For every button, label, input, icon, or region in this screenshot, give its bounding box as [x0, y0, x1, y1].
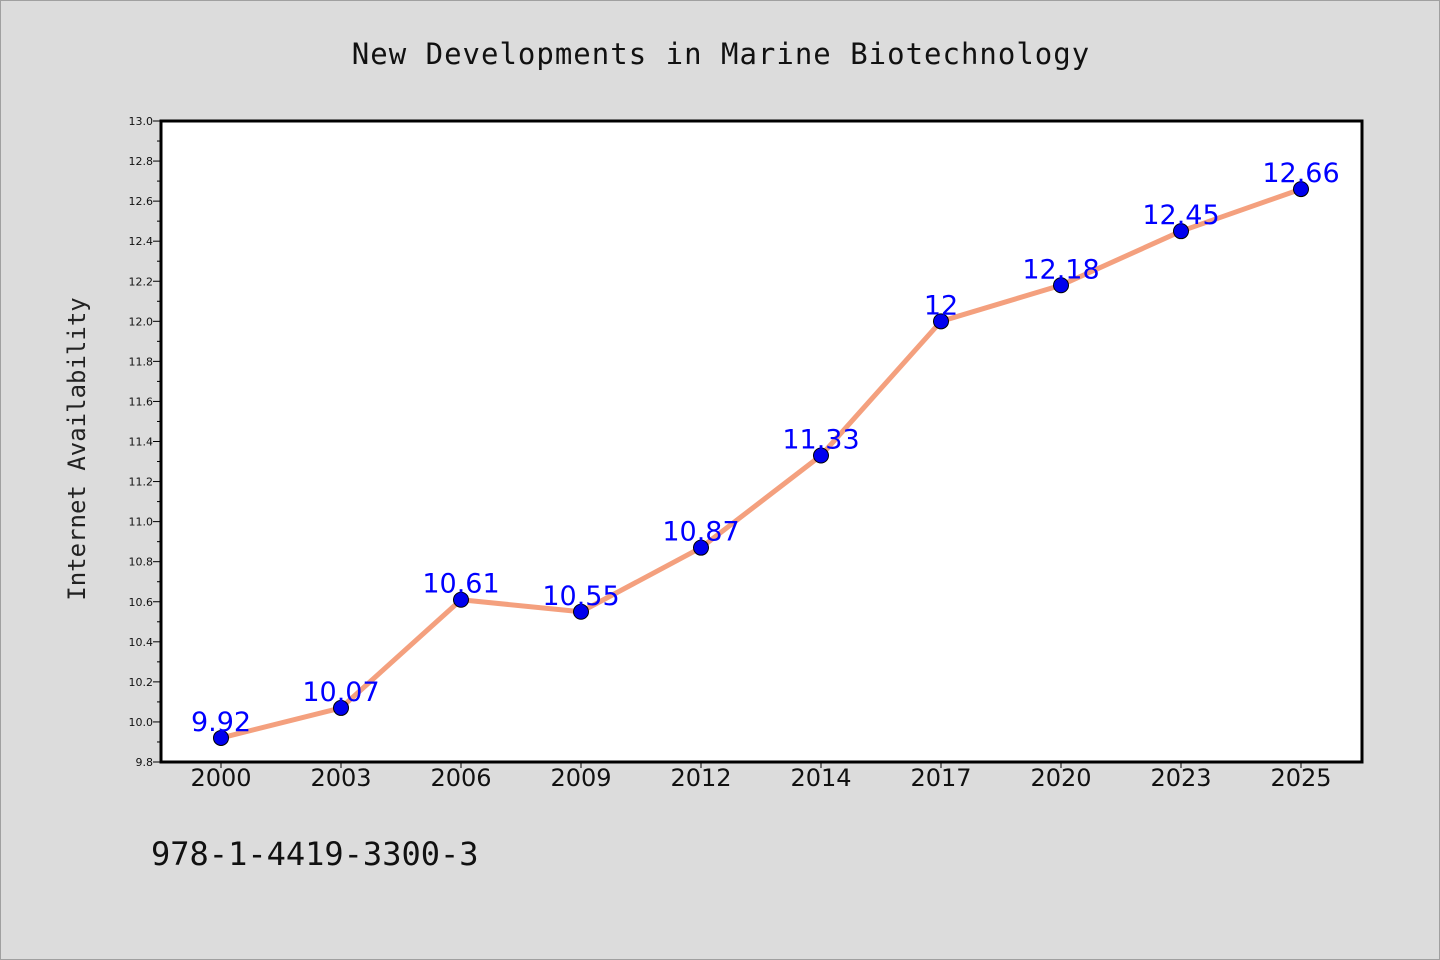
- y-tick-label: 11.6: [129, 395, 154, 408]
- data-label: 12.66: [1262, 158, 1339, 189]
- y-axis-label: Internet Availability: [63, 297, 91, 600]
- data-label: 9.92: [191, 707, 251, 738]
- x-axis-ticks: 2000 2003 2006 2009 2012 2014 2017 2020 2023 2025: [190, 762, 1332, 792]
- y-tick-label: 10.4: [129, 636, 154, 649]
- data-point: [1293, 181, 1309, 198]
- y-tick-label: 13.0: [129, 115, 154, 128]
- y-tick-label: 10.6: [129, 596, 154, 609]
- data-label: 10.07: [302, 677, 379, 708]
- data-point: [933, 313, 949, 330]
- y-tick-label: 11.0: [129, 516, 154, 529]
- y-tick-label: 12.0: [129, 315, 154, 328]
- data-series: [213, 181, 1309, 746]
- x-tick-label: 2012: [670, 764, 731, 792]
- data-point: [573, 603, 589, 620]
- x-tick-label: 2025: [1270, 764, 1331, 792]
- isbn-footnote: 978-1-4419-3300-3: [151, 835, 479, 873]
- x-tick-label: 2014: [790, 764, 851, 792]
- plot-area: [161, 121, 1362, 762]
- x-tick-label: 2017: [910, 764, 971, 792]
- data-label: 11.33: [782, 425, 859, 456]
- y-tick-label: 12.2: [129, 275, 154, 288]
- x-tick-label: 2003: [310, 764, 371, 792]
- x-tick-label: 2006: [430, 764, 491, 792]
- y-tick-label: 12.6: [129, 195, 154, 208]
- data-labels: 9.92 10.07 10.61 10.55 10.87 11.33 12 12.18 12.4…: [191, 158, 1340, 738]
- data-point: [453, 591, 469, 608]
- data-label: 12.45: [1142, 200, 1219, 231]
- y-tick-label: 10.8: [129, 556, 154, 569]
- data-label: 10.55: [542, 581, 619, 612]
- x-tick-label: 2023: [1150, 764, 1211, 792]
- data-point: [213, 729, 229, 746]
- y-tick-label: 9.8: [136, 756, 154, 769]
- data-point: [693, 539, 709, 556]
- data-point: [1173, 223, 1189, 240]
- data-point: [813, 447, 829, 464]
- y-tick-label: 11.2: [129, 476, 154, 489]
- data-label: 12: [924, 290, 958, 321]
- y-tick-label: 12.8: [129, 155, 154, 168]
- y-tick-label: 11.4: [129, 436, 154, 449]
- chart-title: New Developments in Marine Biotechnology: [352, 37, 1090, 71]
- y-tick-label: 11.8: [129, 355, 154, 368]
- y-tick-label: 10.0: [129, 716, 154, 729]
- data-point: [333, 699, 349, 716]
- y-axis-ticks: 9.8 10.0 10.2 10.4 10.6 10.8 11.0 11.2 11.4 11.6 1…: [129, 115, 161, 769]
- data-label: 10.87: [662, 517, 739, 548]
- y-tick-label: 12.4: [129, 235, 154, 248]
- x-tick-label: 2020: [1030, 764, 1091, 792]
- plot-frame: [159, 119, 1364, 764]
- y-tick-label: 10.2: [129, 676, 154, 689]
- data-point: [1053, 277, 1069, 294]
- data-label: 12.18: [1022, 254, 1099, 285]
- data-label: 10.61: [422, 569, 499, 600]
- x-tick-label: 2009: [550, 764, 611, 792]
- x-tick-label: 2000: [190, 764, 251, 792]
- series-line: [218, 186, 1304, 741]
